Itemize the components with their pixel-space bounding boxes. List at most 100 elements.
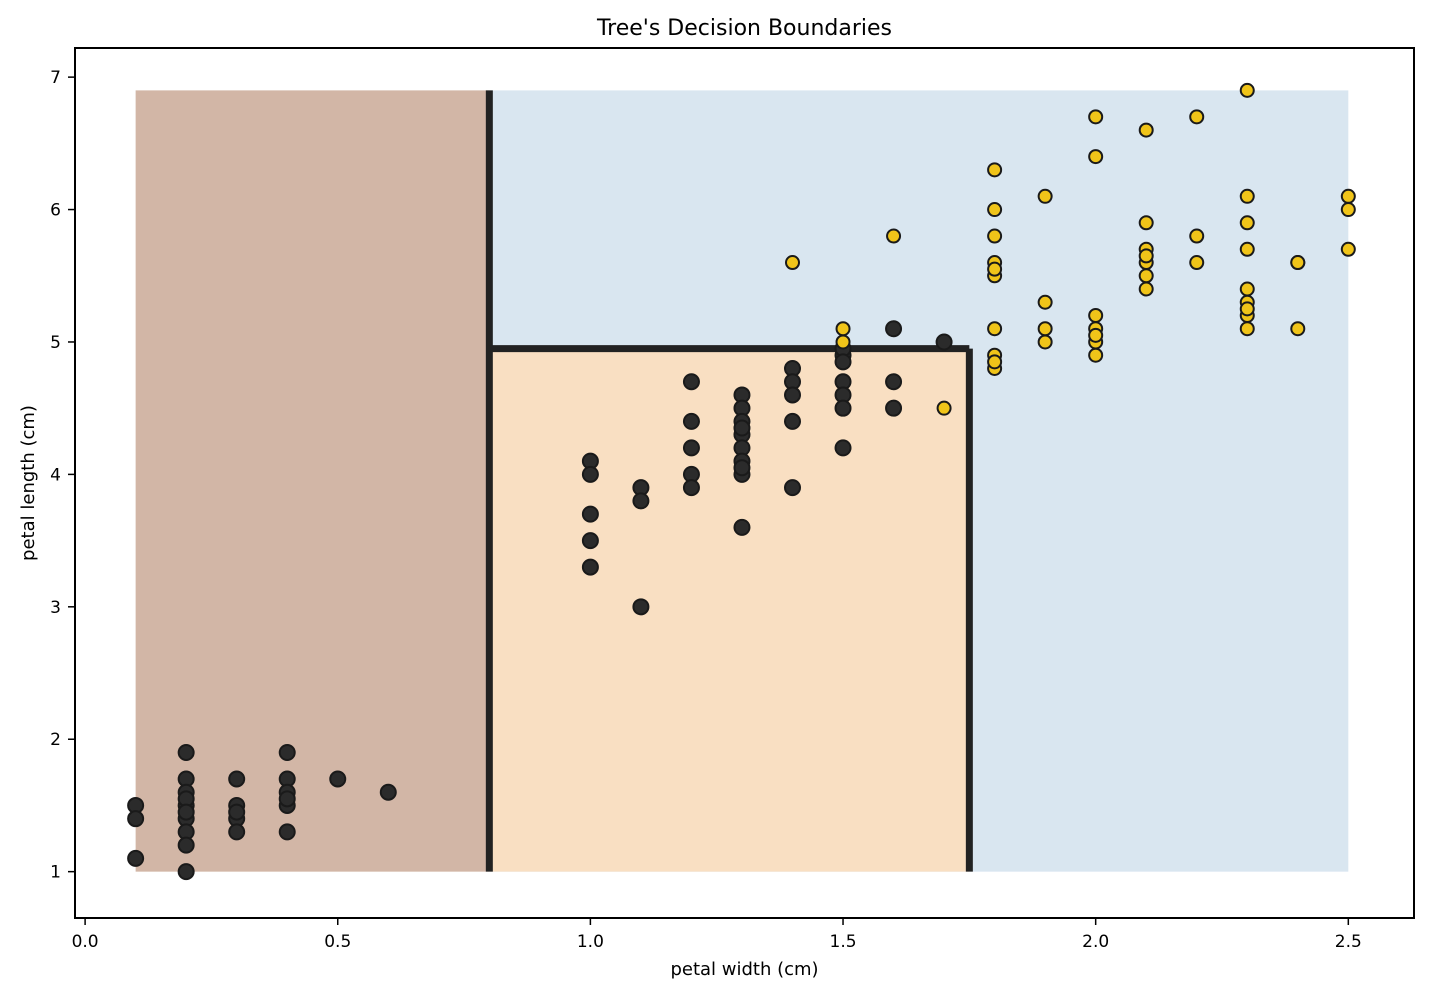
data-point [1138, 215, 1154, 231]
data-point [632, 492, 650, 510]
data-point [834, 439, 852, 457]
data-point [682, 479, 700, 497]
data-point [1138, 268, 1154, 284]
y-axis-label: petal length (cm) [18, 405, 39, 561]
data-point [127, 810, 145, 828]
data-point [329, 770, 347, 788]
data-point [1239, 241, 1255, 257]
data-point [127, 849, 145, 867]
data-point [581, 558, 599, 576]
data-point [733, 419, 751, 437]
data-point [278, 823, 296, 841]
y-tick-label: 5 [50, 333, 61, 353]
data-point [885, 320, 903, 338]
data-point [581, 505, 599, 523]
data-point [1340, 241, 1356, 257]
data-point [1138, 248, 1154, 264]
data-point [1138, 122, 1154, 138]
x-tick-label: 0.0 [72, 932, 99, 952]
x-tick-label: 0.5 [324, 932, 351, 952]
data-point [177, 863, 195, 881]
y-tick-label: 1 [50, 863, 61, 883]
data-points [127, 82, 1356, 881]
x-tick-label: 1.5 [830, 932, 857, 952]
data-point [834, 399, 852, 417]
y-tick-label: 7 [50, 68, 61, 88]
data-point [885, 399, 903, 417]
data-point [1239, 281, 1255, 297]
data-point [936, 400, 952, 416]
decision-boundaries [485, 90, 973, 872]
data-point [1037, 294, 1053, 310]
data-point [935, 333, 953, 351]
data-point [1239, 82, 1255, 98]
data-point [379, 783, 397, 801]
data-point [278, 743, 296, 761]
data-point [1037, 334, 1053, 350]
data-point [785, 255, 801, 271]
x-axis-label: petal width (cm) [670, 959, 818, 980]
x-tick-label: 2.0 [1082, 932, 1109, 952]
data-point [228, 823, 246, 841]
data-point [987, 321, 1003, 337]
data-point [1088, 109, 1104, 125]
data-point [278, 790, 296, 808]
data-point [885, 373, 903, 391]
y-tick-label: 3 [50, 598, 61, 618]
data-point [177, 836, 195, 854]
data-point [733, 518, 751, 536]
data-point [733, 459, 751, 477]
y-axis-ticks: 1 2 3 4 5 6 7 [50, 68, 75, 883]
y-tick-label: 4 [50, 465, 61, 485]
data-point [784, 386, 802, 404]
y-tick-label: 6 [50, 201, 61, 221]
data-point [1239, 215, 1255, 231]
data-point [1290, 321, 1306, 337]
data-point [682, 412, 700, 430]
data-point [886, 228, 902, 244]
data-point [177, 803, 195, 821]
data-point [1290, 255, 1306, 271]
data-point [581, 532, 599, 550]
data-point [682, 439, 700, 457]
data-point [1037, 188, 1053, 204]
data-point [177, 743, 195, 761]
data-point [987, 228, 1003, 244]
data-point [1239, 321, 1255, 337]
data-point [682, 373, 700, 391]
data-point [987, 261, 1003, 277]
data-point [784, 479, 802, 497]
data-point [1239, 301, 1255, 317]
data-point [1189, 255, 1205, 271]
region-left [135, 90, 490, 872]
data-point [1189, 109, 1205, 125]
data-point [228, 770, 246, 788]
data-point [1189, 228, 1205, 244]
data-point [835, 321, 851, 337]
data-point [987, 162, 1003, 178]
y-tick-label: 2 [50, 730, 61, 750]
data-point [1340, 188, 1356, 204]
data-point [987, 202, 1003, 218]
data-point [1088, 327, 1104, 343]
x-tick-label: 1.0 [577, 932, 604, 952]
data-point [581, 465, 599, 483]
data-point [1340, 202, 1356, 218]
data-point [987, 354, 1003, 370]
data-point [1088, 307, 1104, 323]
data-point [1239, 188, 1255, 204]
data-point [784, 412, 802, 430]
data-point [228, 803, 246, 821]
data-point [1037, 321, 1053, 337]
data-point [1138, 281, 1154, 297]
region-lower-middle [489, 348, 970, 872]
chart-title: Tree's Decision Boundaries [596, 16, 892, 41]
data-point [1088, 149, 1104, 165]
data-point [834, 353, 852, 371]
x-tick-label: 2.5 [1335, 932, 1362, 952]
x-axis-ticks: 0.0 0.5 1.0 1.5 2.0 2.5 [72, 918, 1362, 952]
plot-frame [74, 47, 1415, 919]
decision-regions [135, 90, 1349, 872]
